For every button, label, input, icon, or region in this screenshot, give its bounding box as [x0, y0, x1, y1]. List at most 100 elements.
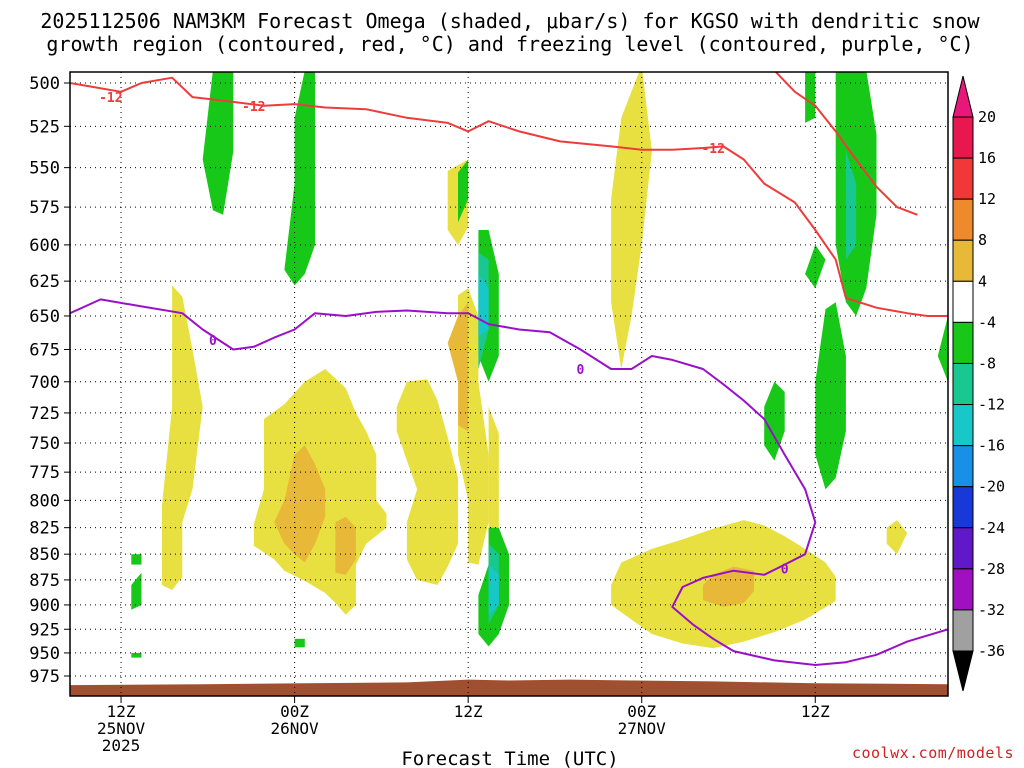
ytick-label-800: 800 — [29, 491, 60, 511]
chart-title-line-1: 2025112506 NAM3KM Forecast Omega (shaded… — [40, 9, 980, 33]
colorbar-segment-2 — [952, 198, 974, 241]
ytick-label-850: 850 — [29, 545, 60, 565]
colorbar-segment-9 — [952, 486, 974, 529]
colorbar-segment-10 — [952, 527, 974, 570]
colorbar-segment-5 — [952, 321, 974, 364]
xtick-label-3-0: 00Z — [627, 702, 656, 721]
ytick-label-500: 500 — [29, 74, 60, 94]
omega-region-2-5 — [805, 72, 816, 123]
ytick-label-950: 950 — [29, 644, 60, 664]
plot-frame — [69, 71, 949, 697]
colorbar-label-13: -36 — [978, 642, 1005, 660]
ytick-label-775: 775 — [29, 463, 60, 483]
omega-region-0-0 — [161, 285, 203, 590]
ground-surface — [70, 679, 948, 696]
ground-fill — [70, 679, 948, 696]
site-credit: coolwx.com/models — [852, 744, 1014, 762]
omega-region-2-0 — [202, 72, 234, 215]
omega-region-1-1 — [335, 516, 356, 575]
colorbar-label-9: -20 — [978, 478, 1005, 496]
y-axis-ticks: 500 525 550 575 600 625 650 675 700 725 750 775 800 8… — [29, 74, 70, 687]
colorbar-bottom-arrow — [952, 650, 974, 692]
colorbar-label-1: 16 — [978, 149, 996, 167]
ytick-label-825: 825 — [29, 519, 60, 539]
freezing-contour-label-0: 0 — [209, 334, 217, 349]
grid-lines — [70, 72, 948, 696]
xtick-label-1-1: 26NOV — [271, 719, 320, 738]
freezing-contour-label-2: 0 — [781, 563, 789, 578]
omega-region-1-0 — [274, 445, 326, 563]
colorbar-label-11: -28 — [978, 560, 1005, 578]
omega-region-2-8 — [815, 302, 846, 490]
colorbar-segment-7 — [952, 404, 974, 447]
xtick-label-1-0: 00Z — [280, 702, 309, 721]
colorbar-segment-0 — [952, 116, 974, 159]
colorbar-label-4: 4 — [978, 272, 987, 290]
xtick-label-3-1: 27NOV — [618, 719, 667, 738]
omega-region-2-12 — [131, 572, 142, 610]
xtick-label-0-0: 12Z — [107, 702, 136, 721]
colorbar-label-2: 12 — [978, 190, 996, 208]
contour-dgz_-12C_upper — [70, 76, 948, 317]
colorbar-segment-12 — [952, 609, 974, 652]
dgz-contour-label-0: -12 — [99, 91, 122, 106]
omega-region-2-1 — [284, 72, 315, 286]
x-axis-label: Forecast Time (UTC) — [401, 748, 618, 768]
omega-region-3-2 — [845, 151, 857, 260]
omega-region-2-11 — [131, 554, 142, 565]
omega-region-4-1 — [488, 564, 499, 615]
colorbar-segment-4 — [952, 280, 974, 323]
colorbar-label-0: 20 — [978, 108, 996, 126]
ytick-label-875: 875 — [29, 571, 60, 591]
colorbar-segment-11 — [952, 568, 974, 611]
omega-region-2-10 — [937, 316, 948, 382]
omega-region-0-6 — [886, 520, 908, 555]
ytick-label-750: 750 — [29, 434, 60, 454]
colorbar-label-3: 8 — [978, 231, 987, 249]
colorbar-segment-1 — [952, 157, 974, 200]
ytick-label-625: 625 — [29, 272, 60, 292]
contour-dgz_-12C_right — [774, 72, 918, 216]
omega-region-0-2 — [396, 379, 458, 585]
colorbar-segment-8 — [952, 445, 974, 488]
omega-region-2-7 — [805, 244, 826, 289]
ytick-label-975: 975 — [29, 667, 60, 687]
colorbar-label-10: -24 — [978, 519, 1005, 537]
ytick-label-675: 675 — [29, 340, 60, 360]
colorbar-label-8: -16 — [978, 437, 1005, 455]
contour-labels: -12 -12 -12 0 0 0 — [99, 91, 789, 578]
xtick-label-0-2: 2025 — [102, 736, 141, 755]
xtick-label-4-0: 12Z — [801, 702, 830, 721]
ytick-label-925: 925 — [29, 620, 60, 640]
omega-region-2-13 — [131, 652, 142, 658]
freezing-contour-label-1: 0 — [577, 363, 585, 378]
ytick-label-525: 525 — [29, 117, 60, 137]
xtick-label-2-0: 12Z — [454, 702, 483, 721]
colorbar-segment-6 — [952, 362, 974, 406]
colorbar-label-5: -4 — [978, 313, 996, 331]
ytick-label-900: 900 — [29, 596, 60, 616]
xtick-label-0-1: 25NOV — [97, 719, 146, 738]
dgz-contour-label-1: -12 — [242, 100, 265, 115]
ytick-label-725: 725 — [29, 404, 60, 424]
omega-region-2-14 — [294, 638, 305, 648]
ytick-label-600: 600 — [29, 236, 60, 256]
colorbar-segment-3 — [952, 239, 974, 282]
ytick-label-575: 575 — [29, 198, 60, 218]
dgz-contour-label-2: -12 — [701, 142, 724, 157]
colorbar-top-arrow — [952, 75, 974, 118]
contour-lines — [70, 72, 948, 666]
colorbar-label-12: -32 — [978, 601, 1005, 619]
ytick-label-700: 700 — [29, 373, 60, 393]
omega-region-0-8 — [611, 72, 652, 369]
omega-shading-layer — [131, 72, 948, 658]
contour-freezing_level_0C — [70, 298, 948, 666]
chart-title-line-2: growth region (contoured, red, °C) and f… — [46, 32, 973, 56]
omega-region-1-3 — [703, 566, 754, 607]
ytick-label-550: 550 — [29, 159, 60, 179]
colorbar-label-7: -12 — [978, 396, 1005, 414]
omega-region-1-2 — [447, 302, 469, 432]
ytick-label-650: 650 — [29, 307, 60, 327]
